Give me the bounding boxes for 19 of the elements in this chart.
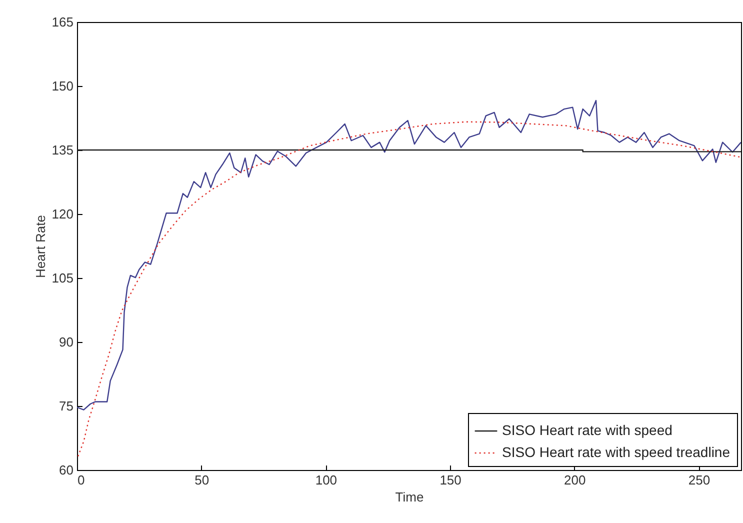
- line-series: [77, 100, 741, 410]
- y-tick-label: 165: [52, 14, 74, 30]
- y-axis-title: Heart Rate: [32, 215, 48, 278]
- x-tick-label: 100: [315, 472, 338, 488]
- x-tick-label: 0: [78, 472, 85, 488]
- y-tick-label: 135: [52, 142, 74, 158]
- y-tick-label: 90: [59, 334, 74, 350]
- x-tick-label: 150: [440, 472, 462, 488]
- x-tick-label: 250: [688, 472, 710, 488]
- y-tick-label: 75: [59, 398, 74, 414]
- x-tick-label: 200: [564, 472, 586, 488]
- y-tick-label: 120: [52, 206, 74, 222]
- y-tick-label: 105: [52, 270, 74, 286]
- legend-label: SISO Heart rate with speed: [502, 422, 672, 438]
- legend-label: SISO Heart rate with speed treadline: [502, 444, 730, 460]
- x-tick-label: 50: [194, 472, 210, 488]
- y-tick-label: 60: [59, 462, 74, 478]
- x-axis-title: Time: [395, 490, 424, 504]
- y-tick-label: 150: [52, 78, 74, 94]
